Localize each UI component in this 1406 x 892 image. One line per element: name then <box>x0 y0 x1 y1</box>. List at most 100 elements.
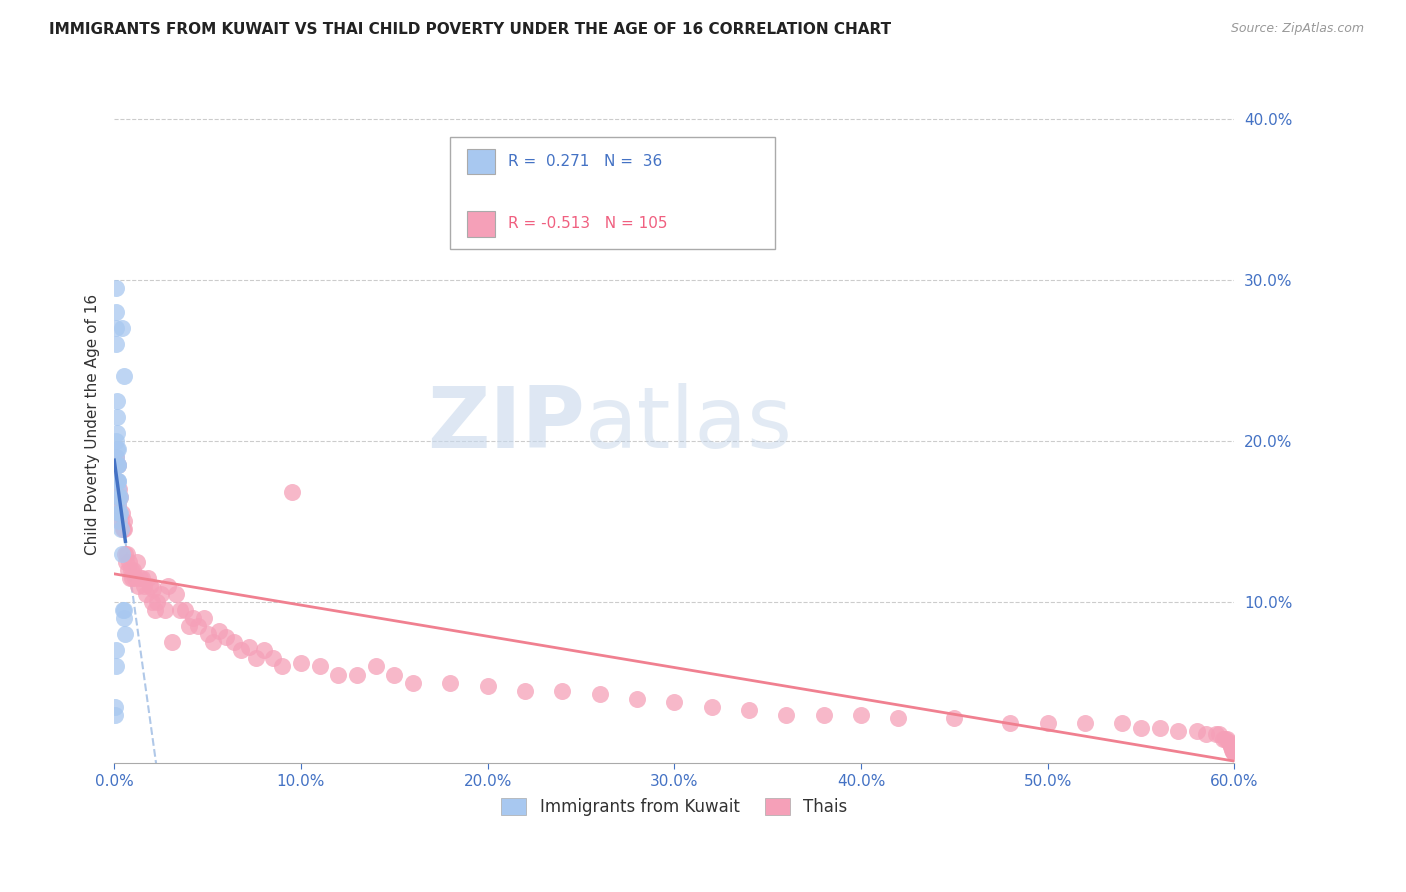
Point <box>1222 743 1244 757</box>
Point <box>1219 737 1241 751</box>
Point <box>1111 715 1133 730</box>
Point <box>104 643 127 657</box>
Point <box>813 707 835 722</box>
Point <box>104 699 127 714</box>
Point <box>121 563 143 577</box>
Point <box>193 611 215 625</box>
Point <box>108 490 131 504</box>
Bar <box>467 211 495 236</box>
Point <box>1185 723 1208 738</box>
Point <box>364 659 387 673</box>
Point <box>197 627 219 641</box>
Point <box>1130 721 1153 735</box>
Point <box>118 555 141 569</box>
Point <box>117 547 139 561</box>
Point <box>146 595 169 609</box>
Y-axis label: Child Poverty Under the Age of 16: Child Poverty Under the Age of 16 <box>86 294 100 556</box>
Point <box>1219 739 1241 754</box>
Point <box>1205 727 1227 741</box>
Point <box>141 595 163 609</box>
Point <box>1222 747 1244 761</box>
Point <box>108 507 131 521</box>
Point <box>131 571 153 585</box>
Point <box>111 547 134 561</box>
Point <box>887 711 910 725</box>
Point <box>1074 715 1097 730</box>
Point <box>1036 715 1059 730</box>
Point <box>1208 727 1230 741</box>
Point <box>149 587 172 601</box>
Point <box>1213 731 1236 746</box>
Point <box>738 703 761 717</box>
Point <box>104 458 127 472</box>
Point <box>104 659 127 673</box>
Point <box>222 635 245 649</box>
Point <box>1195 727 1218 741</box>
Point <box>108 490 131 504</box>
Point <box>181 611 204 625</box>
Point <box>664 695 686 709</box>
Point <box>104 474 127 488</box>
Point <box>105 321 128 335</box>
Point <box>1212 731 1234 746</box>
Point <box>280 485 302 500</box>
Point <box>132 579 155 593</box>
Point <box>177 619 200 633</box>
Point <box>105 474 128 488</box>
Text: ZIP: ZIP <box>427 384 585 467</box>
Point <box>1167 723 1189 738</box>
FancyBboxPatch shape <box>450 137 775 249</box>
Point <box>943 711 966 725</box>
Point <box>160 635 183 649</box>
Point <box>105 425 128 440</box>
Point <box>108 490 131 504</box>
Point <box>157 579 180 593</box>
Point <box>328 667 350 681</box>
Point <box>153 603 176 617</box>
Point <box>110 515 132 529</box>
Point <box>849 707 872 722</box>
Point <box>1000 715 1022 730</box>
Point <box>107 498 129 512</box>
Text: atlas: atlas <box>585 384 793 467</box>
Point <box>114 627 136 641</box>
Point <box>105 474 128 488</box>
Point <box>1218 735 1240 749</box>
Point <box>105 305 128 319</box>
Point <box>114 369 136 384</box>
Point <box>105 442 128 456</box>
Point <box>775 707 797 722</box>
Point <box>136 571 159 585</box>
Point <box>135 587 157 601</box>
Point <box>477 679 499 693</box>
Point <box>402 675 425 690</box>
Point <box>1222 743 1244 757</box>
Text: Source: ZipAtlas.com: Source: ZipAtlas.com <box>1230 22 1364 36</box>
Point <box>129 571 152 585</box>
Point <box>202 635 225 649</box>
Point <box>105 458 128 472</box>
Point <box>626 691 648 706</box>
Point <box>115 555 138 569</box>
Point <box>110 523 132 537</box>
Point <box>107 482 129 496</box>
Text: IMMIGRANTS FROM KUWAIT VS THAI CHILD POVERTY UNDER THE AGE OF 16 CORRELATION CHA: IMMIGRANTS FROM KUWAIT VS THAI CHILD POV… <box>49 22 891 37</box>
Point <box>105 450 128 464</box>
Point <box>588 687 610 701</box>
Point <box>104 707 127 722</box>
Point <box>238 640 260 654</box>
Point <box>439 675 461 690</box>
Point <box>107 474 129 488</box>
Point <box>111 321 134 335</box>
Point <box>231 643 253 657</box>
Point <box>107 490 129 504</box>
Point <box>143 603 166 617</box>
Text: R =  0.271   N =  36: R = 0.271 N = 36 <box>509 154 662 169</box>
Point <box>215 631 238 645</box>
Point <box>208 624 231 638</box>
Point <box>127 579 149 593</box>
Point <box>382 667 405 681</box>
Point <box>290 657 312 671</box>
Point <box>1220 739 1243 754</box>
Point <box>105 474 128 488</box>
